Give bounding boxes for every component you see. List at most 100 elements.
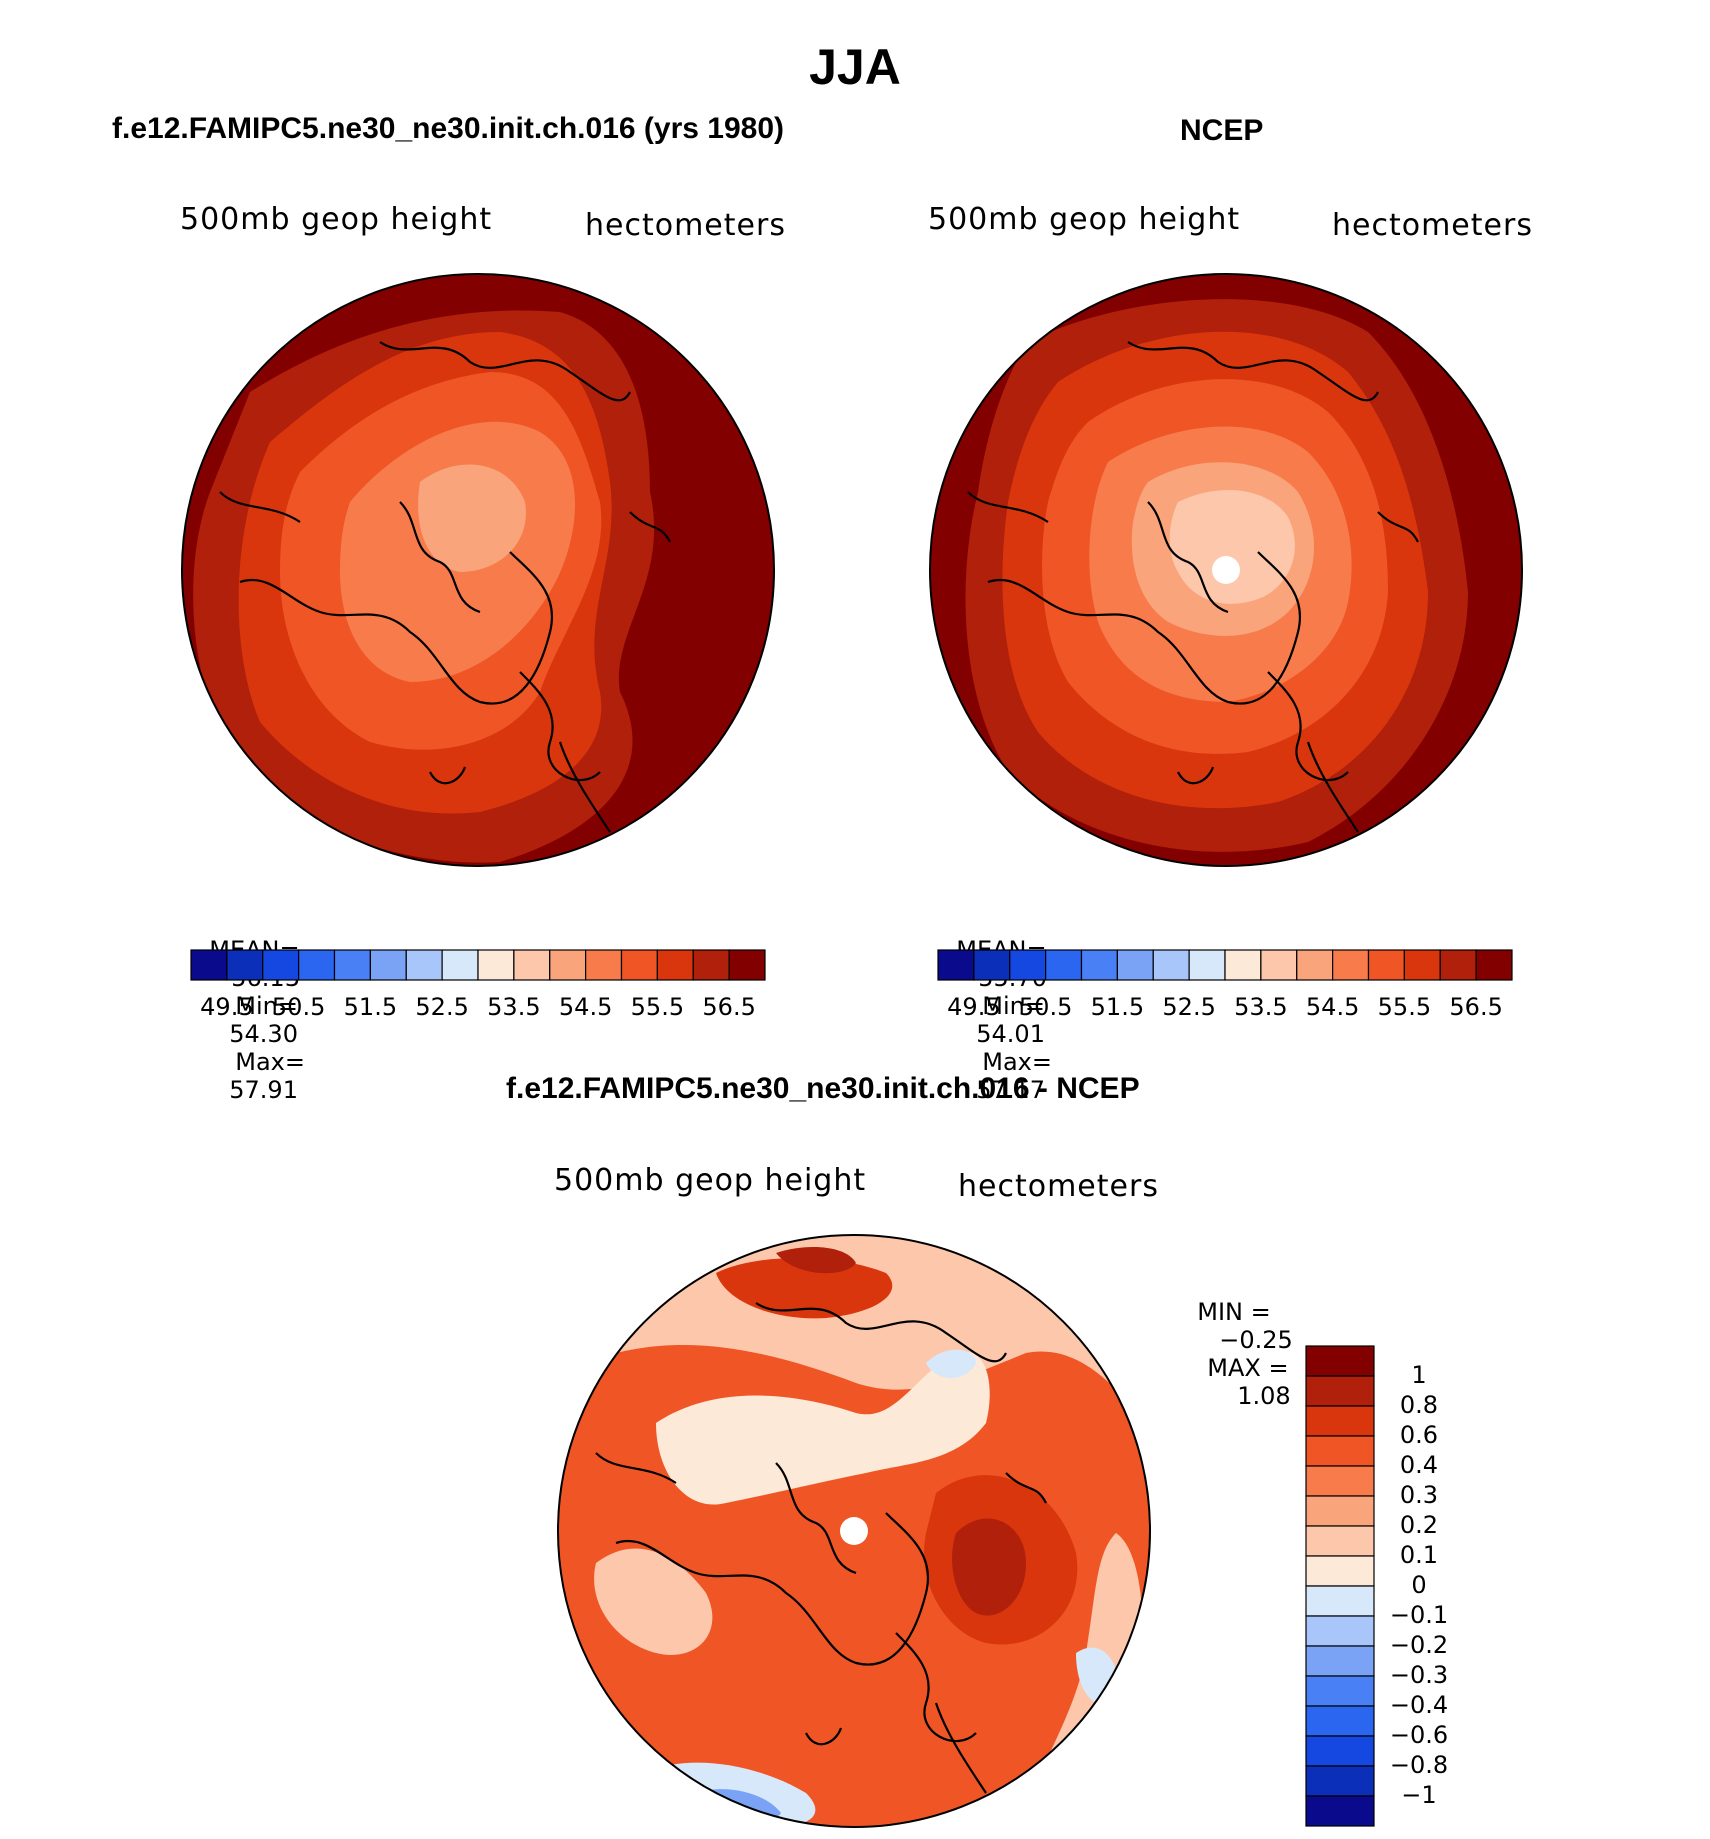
colorbar-tick-label: 49.5 [947, 993, 1001, 1021]
colorbar-swatch [1305, 1375, 1375, 1407]
colorbar-swatch [692, 949, 730, 981]
colorbar-swatch [1080, 949, 1118, 981]
variable-label-diff: 500mb geop height [554, 1163, 867, 1198]
colorbar-swatch [1305, 1495, 1375, 1527]
colorbar-tick-label: −0.1 [1389, 1601, 1449, 1629]
colorbar-swatch [937, 949, 975, 981]
stat-min-diff: −0.25 [1219, 1326, 1293, 1354]
colorbar-swatch [1305, 1555, 1375, 1587]
colorbar-swatch [585, 949, 623, 981]
polar-map-obs [929, 273, 1523, 867]
colorbar-swatch [1305, 1435, 1375, 1467]
colorbar-swatch [1305, 1795, 1375, 1827]
colorbar-tick-label: 0.1 [1399, 1541, 1439, 1569]
colorbar-swatch [1305, 1405, 1375, 1437]
colorbar-swatch [549, 949, 587, 981]
colorbar-swatch [1305, 1765, 1375, 1797]
colorbar-tick-label: 0.8 [1399, 1391, 1439, 1419]
colorbar-swatch [656, 949, 694, 981]
colorbar-labels-model: 49.5 50.5 51.5 52.5 53.5 54.5 55.5 56.5 [191, 993, 765, 1023]
colorbar-tick-label: −0.4 [1389, 1691, 1449, 1719]
panel-title-diff: f.e12.FAMIPC5.ne30_ne30.init.ch.016 - NC… [506, 1072, 1140, 1105]
stat-min-label-obs: Min= [982, 992, 1045, 1020]
colorbar-swatch [477, 949, 515, 981]
colorbar-swatch [1305, 1705, 1375, 1737]
polar-map-model [181, 273, 775, 867]
colorbar-swatch [1305, 1615, 1375, 1647]
colorbar-swatch [333, 949, 371, 981]
colorbar-swatch [1475, 949, 1513, 981]
colorbar-swatch [1116, 949, 1154, 981]
colorbar-tick-label: 50.5 [1018, 993, 1073, 1021]
colorbar-tick-label: 55.5 [630, 993, 685, 1021]
colorbar-swatch [262, 949, 300, 981]
colorbar-tick-label: 0.3 [1399, 1481, 1439, 1509]
colorbar-tick-label: 52.5 [415, 993, 469, 1021]
colorbar-labels-obs: 49.5 50.5 51.5 52.5 53.5 54.5 55.5 56.5 [938, 993, 1512, 1023]
colorbar-obs [937, 949, 1513, 981]
colorbar-swatch [1305, 1675, 1375, 1707]
colorbar-tick-label: 54.5 [558, 993, 613, 1021]
colorbar-diff [1305, 1345, 1375, 1827]
variable-label-model: 500mb geop height [180, 202, 493, 237]
colorbar-tick-label: 0.6 [1399, 1421, 1439, 1449]
colorbar-swatch [1305, 1735, 1375, 1767]
colorbar-swatch [1332, 949, 1370, 981]
stat-max-obs: 57.17 [976, 1076, 1045, 1104]
colorbar-swatch [190, 949, 228, 981]
colorbar-tick-label: −0.8 [1389, 1751, 1449, 1779]
stat-max-label-diff: MAX = [1207, 1354, 1289, 1382]
colorbar-swatch [973, 949, 1011, 981]
colorbar-swatch [1367, 949, 1405, 981]
stat-min-label-diff: MIN = [1197, 1298, 1271, 1326]
colorbar-tick-label: −1 [1401, 1781, 1437, 1809]
colorbar-tick-label: 49.5 [200, 993, 254, 1021]
colorbar-tick-label: 53.5 [487, 993, 541, 1021]
colorbar-tick-label: 51.5 [343, 993, 398, 1021]
colorbar-swatch [1009, 949, 1047, 981]
stat-max-label-model: Max= [235, 1048, 305, 1076]
colorbar-swatch [1045, 949, 1083, 981]
colorbar-swatch [620, 949, 658, 981]
stat-min-obs: 54.01 [976, 1020, 1045, 1048]
panel-title-obs: NCEP [1180, 114, 1264, 147]
units-label-obs: hectometers [1332, 208, 1533, 243]
colorbar-swatch [1224, 949, 1262, 981]
colorbar-tick-label: 51.5 [1090, 993, 1145, 1021]
colorbar-swatch [226, 949, 264, 981]
polar-map-diff [557, 1234, 1151, 1828]
figure-title: JJA [809, 39, 901, 95]
colorbar-tick-label: 56.5 [702, 993, 756, 1021]
colorbar-swatch [1305, 1645, 1375, 1677]
variable-label-obs: 500mb geop height [928, 202, 1241, 237]
stat-min-model: 54.30 [229, 1020, 298, 1048]
colorbar-swatch [513, 949, 551, 981]
panel-title-model: f.e12.FAMIPC5.ne30_ne30.init.ch.016 (yrs… [112, 112, 784, 145]
colorbar-swatch [1439, 949, 1477, 981]
colorbar-tick-label: 0.4 [1399, 1451, 1439, 1479]
colorbar-swatch [1403, 949, 1441, 981]
colorbar-tick-label: 55.5 [1377, 993, 1432, 1021]
colorbar-tick-label: −0.3 [1389, 1661, 1449, 1689]
stat-min-label-model: Min= [235, 992, 298, 1020]
stat-max-label-obs: Max= [982, 1048, 1052, 1076]
colorbar-swatch [369, 949, 407, 981]
colorbar-swatch [298, 949, 336, 981]
colorbar-tick-label: −0.6 [1389, 1721, 1449, 1749]
colorbar-swatch [1305, 1465, 1375, 1497]
colorbar-swatch [1152, 949, 1190, 981]
units-label-model: hectometers [585, 208, 786, 243]
stat-max-diff: 1.08 [1237, 1382, 1291, 1410]
colorbar-tick-label: 0 [1411, 1571, 1427, 1599]
colorbar-swatch [441, 949, 479, 981]
units-label-diff: hectometers [958, 1169, 1159, 1204]
colorbar-tick-label: 0.2 [1399, 1511, 1439, 1539]
colorbar-swatch [1305, 1525, 1375, 1557]
stat-max-model: 57.91 [229, 1076, 298, 1104]
colorbar-swatch [1260, 949, 1298, 981]
colorbar-swatch [1305, 1345, 1375, 1377]
colorbar-tick-label: 56.5 [1449, 993, 1503, 1021]
colorbar-model [190, 949, 766, 981]
colorbar-tick-label: 1 [1411, 1361, 1427, 1389]
colorbar-tick-label: −0.2 [1389, 1631, 1449, 1659]
